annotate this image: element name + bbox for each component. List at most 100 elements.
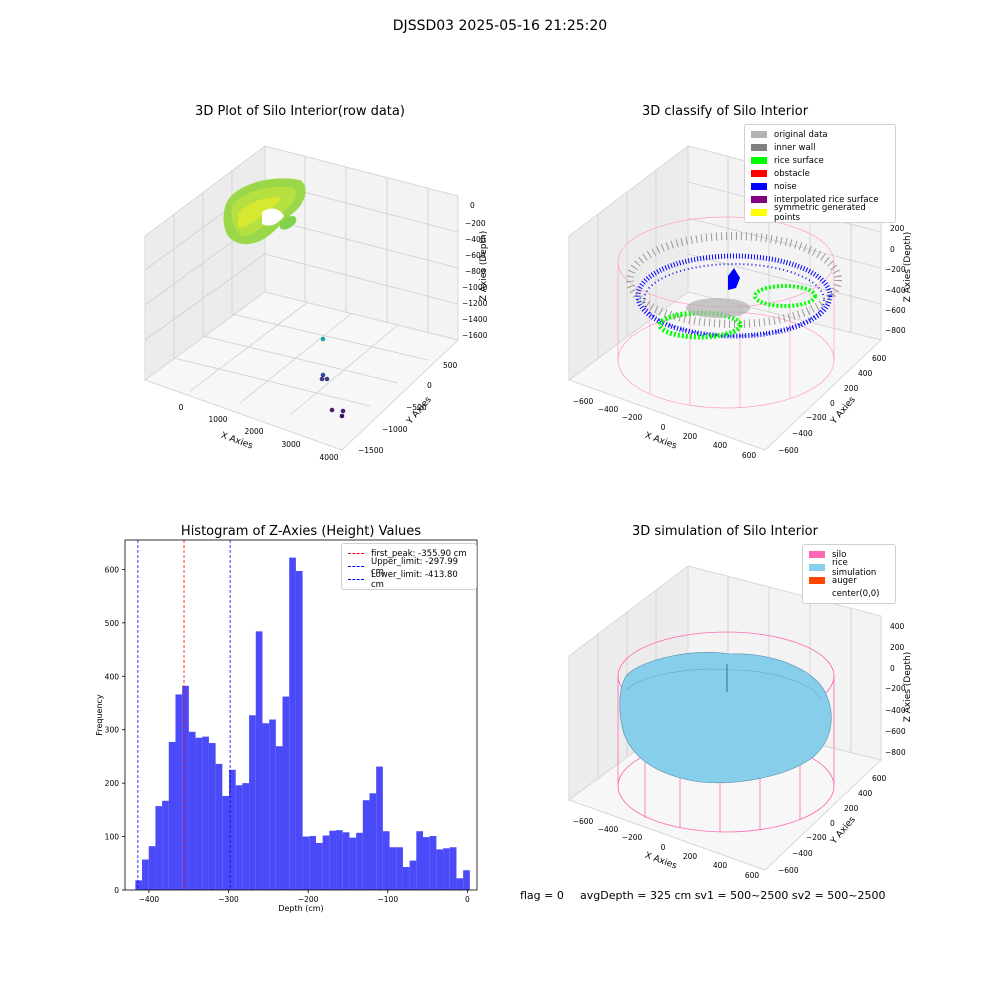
histogram-bar	[302, 836, 310, 890]
histogram-bar	[416, 831, 424, 890]
classify-legend-item: inner wall	[751, 141, 889, 154]
raw-outlier-point	[329, 407, 335, 413]
raw-xtick: 3000	[281, 440, 300, 449]
classify-legend-label: symmetric generated points	[774, 202, 866, 223]
histogram-bar	[215, 763, 223, 890]
classify-legend-label: inner wall	[774, 142, 816, 153]
raw-ytick: −1000	[382, 425, 408, 434]
histogram-ytick-label: 400	[105, 672, 120, 681]
simulation-legend-swatch	[809, 590, 825, 597]
raw-point-cloud	[223, 178, 306, 245]
raw-ytick: 500	[443, 361, 458, 370]
histogram-bar	[356, 832, 363, 890]
histogram-legend-item: Lower_limit: -413.80 cm	[348, 570, 470, 590]
classify-xtick: −600	[573, 397, 594, 406]
histogram-bar	[255, 631, 263, 890]
simulation-ytick: −400	[792, 849, 813, 858]
classify-legend-swatch	[751, 131, 767, 138]
histogram-xtick-label: 0	[465, 895, 470, 904]
classify-ztick: −200	[885, 265, 906, 274]
histogram-bar	[168, 741, 176, 890]
histogram-ytick-label: 100	[105, 833, 120, 842]
histogram-legend-line	[348, 579, 364, 580]
classify-ytick: 600	[872, 354, 887, 363]
histogram-bar	[208, 743, 216, 890]
raw-xtick: 1000	[208, 415, 227, 424]
raw-outlier-point	[339, 413, 345, 419]
simulation-ztick: 0	[890, 664, 895, 673]
simulation-ztick: −600	[885, 727, 906, 736]
simulation-xtick: 600	[745, 871, 760, 880]
classify-ztick: −800	[885, 326, 906, 335]
simulation-legend-label: silo	[832, 549, 847, 560]
histogram-bar	[142, 859, 149, 890]
histogram-bar	[322, 835, 330, 890]
raw-ztick: −1400	[462, 315, 488, 324]
histogram-bar	[155, 806, 163, 890]
classify-rice-surface	[753, 284, 817, 308]
histogram-xlabel: Depth (cm)	[278, 904, 323, 913]
classify-ztick: 200	[890, 224, 905, 233]
classify-legend-swatch	[751, 196, 767, 203]
histogram-title: Histogram of Z-Axies (Height) Values	[180, 524, 422, 539]
classify-xtick: −400	[598, 405, 619, 414]
raw-plot-title: 3D Plot of Silo Interior(row data)	[195, 104, 405, 119]
classify-legend-swatch	[751, 144, 767, 151]
simulation-legend-swatch	[809, 577, 825, 584]
raw-zlabel: Z Axies (Depth)	[479, 231, 489, 302]
simulation-ytick: 600	[872, 774, 887, 783]
histogram-bar	[449, 847, 457, 890]
classify-legend-label: rice surface	[774, 155, 824, 166]
histogram-bar	[262, 723, 270, 890]
classify-ztick: −400	[885, 286, 906, 295]
classify-xtick: 200	[683, 432, 698, 441]
simulation-ytick: −600	[778, 866, 799, 875]
histogram-bar	[275, 746, 283, 890]
histogram-bar	[315, 842, 323, 890]
raw-ytick: −1500	[358, 446, 384, 455]
histogram-bar	[409, 860, 417, 890]
histogram-bar	[289, 557, 296, 890]
simulation-xtick: −400	[598, 825, 619, 834]
raw-ztick: −1200	[462, 299, 488, 308]
histogram-bar	[175, 694, 183, 890]
histogram-legend-label: first_peak: -355.90 cm	[371, 548, 467, 559]
raw-outlier-point	[340, 408, 346, 414]
raw-outlier-point	[320, 372, 326, 378]
histogram-bar	[463, 870, 470, 890]
classify-legend-swatch	[751, 157, 767, 164]
classify-ytick: −200	[806, 413, 827, 422]
raw-outlier-point	[320, 336, 326, 342]
histogram-bar	[342, 832, 350, 890]
classify-noise-ring	[635, 253, 833, 339]
simulation-legend-label: center(0,0)	[832, 588, 880, 599]
raw-outlier-point	[319, 376, 325, 382]
histogram-xtick-label: −400	[139, 895, 160, 904]
classify-xtick: 0	[661, 423, 666, 432]
raw-outlier-point	[324, 376, 330, 382]
histogram-legend-item: first_peak: -355.90 cm	[348, 547, 470, 560]
classify-ytick: 0	[830, 399, 835, 408]
classify-legend-swatch	[751, 183, 767, 190]
simulation-legend-item: center(0,0)	[809, 587, 889, 600]
classify-ytick: −600	[778, 446, 799, 455]
histogram-bar	[249, 715, 256, 890]
simulation-ztick: −200	[885, 684, 906, 693]
simulation-xtick: 200	[683, 852, 698, 861]
histogram-bar	[235, 785, 243, 890]
histogram-legend-line	[348, 566, 364, 567]
simulation-xtick: −200	[622, 833, 643, 842]
simulation-rice-mesh	[625, 668, 823, 701]
figure-title: DJSSD03 2025-05-16 21:25:20	[392, 18, 608, 34]
simulation-ztick: −400	[885, 706, 906, 715]
histogram-legend-item: Upper_limit: -297.99 cm	[348, 557, 470, 577]
classify-xtick: 400	[713, 441, 728, 450]
histogram-bar	[269, 719, 276, 890]
classify-pane-floor	[567, 291, 883, 451]
simulation-ztick: −800	[885, 748, 906, 757]
raw-ztick: 0	[470, 201, 475, 210]
simulation-rice-surface	[619, 652, 832, 784]
classify-legend-item: rice surface	[751, 154, 889, 167]
raw-xtick: 0	[179, 403, 184, 412]
